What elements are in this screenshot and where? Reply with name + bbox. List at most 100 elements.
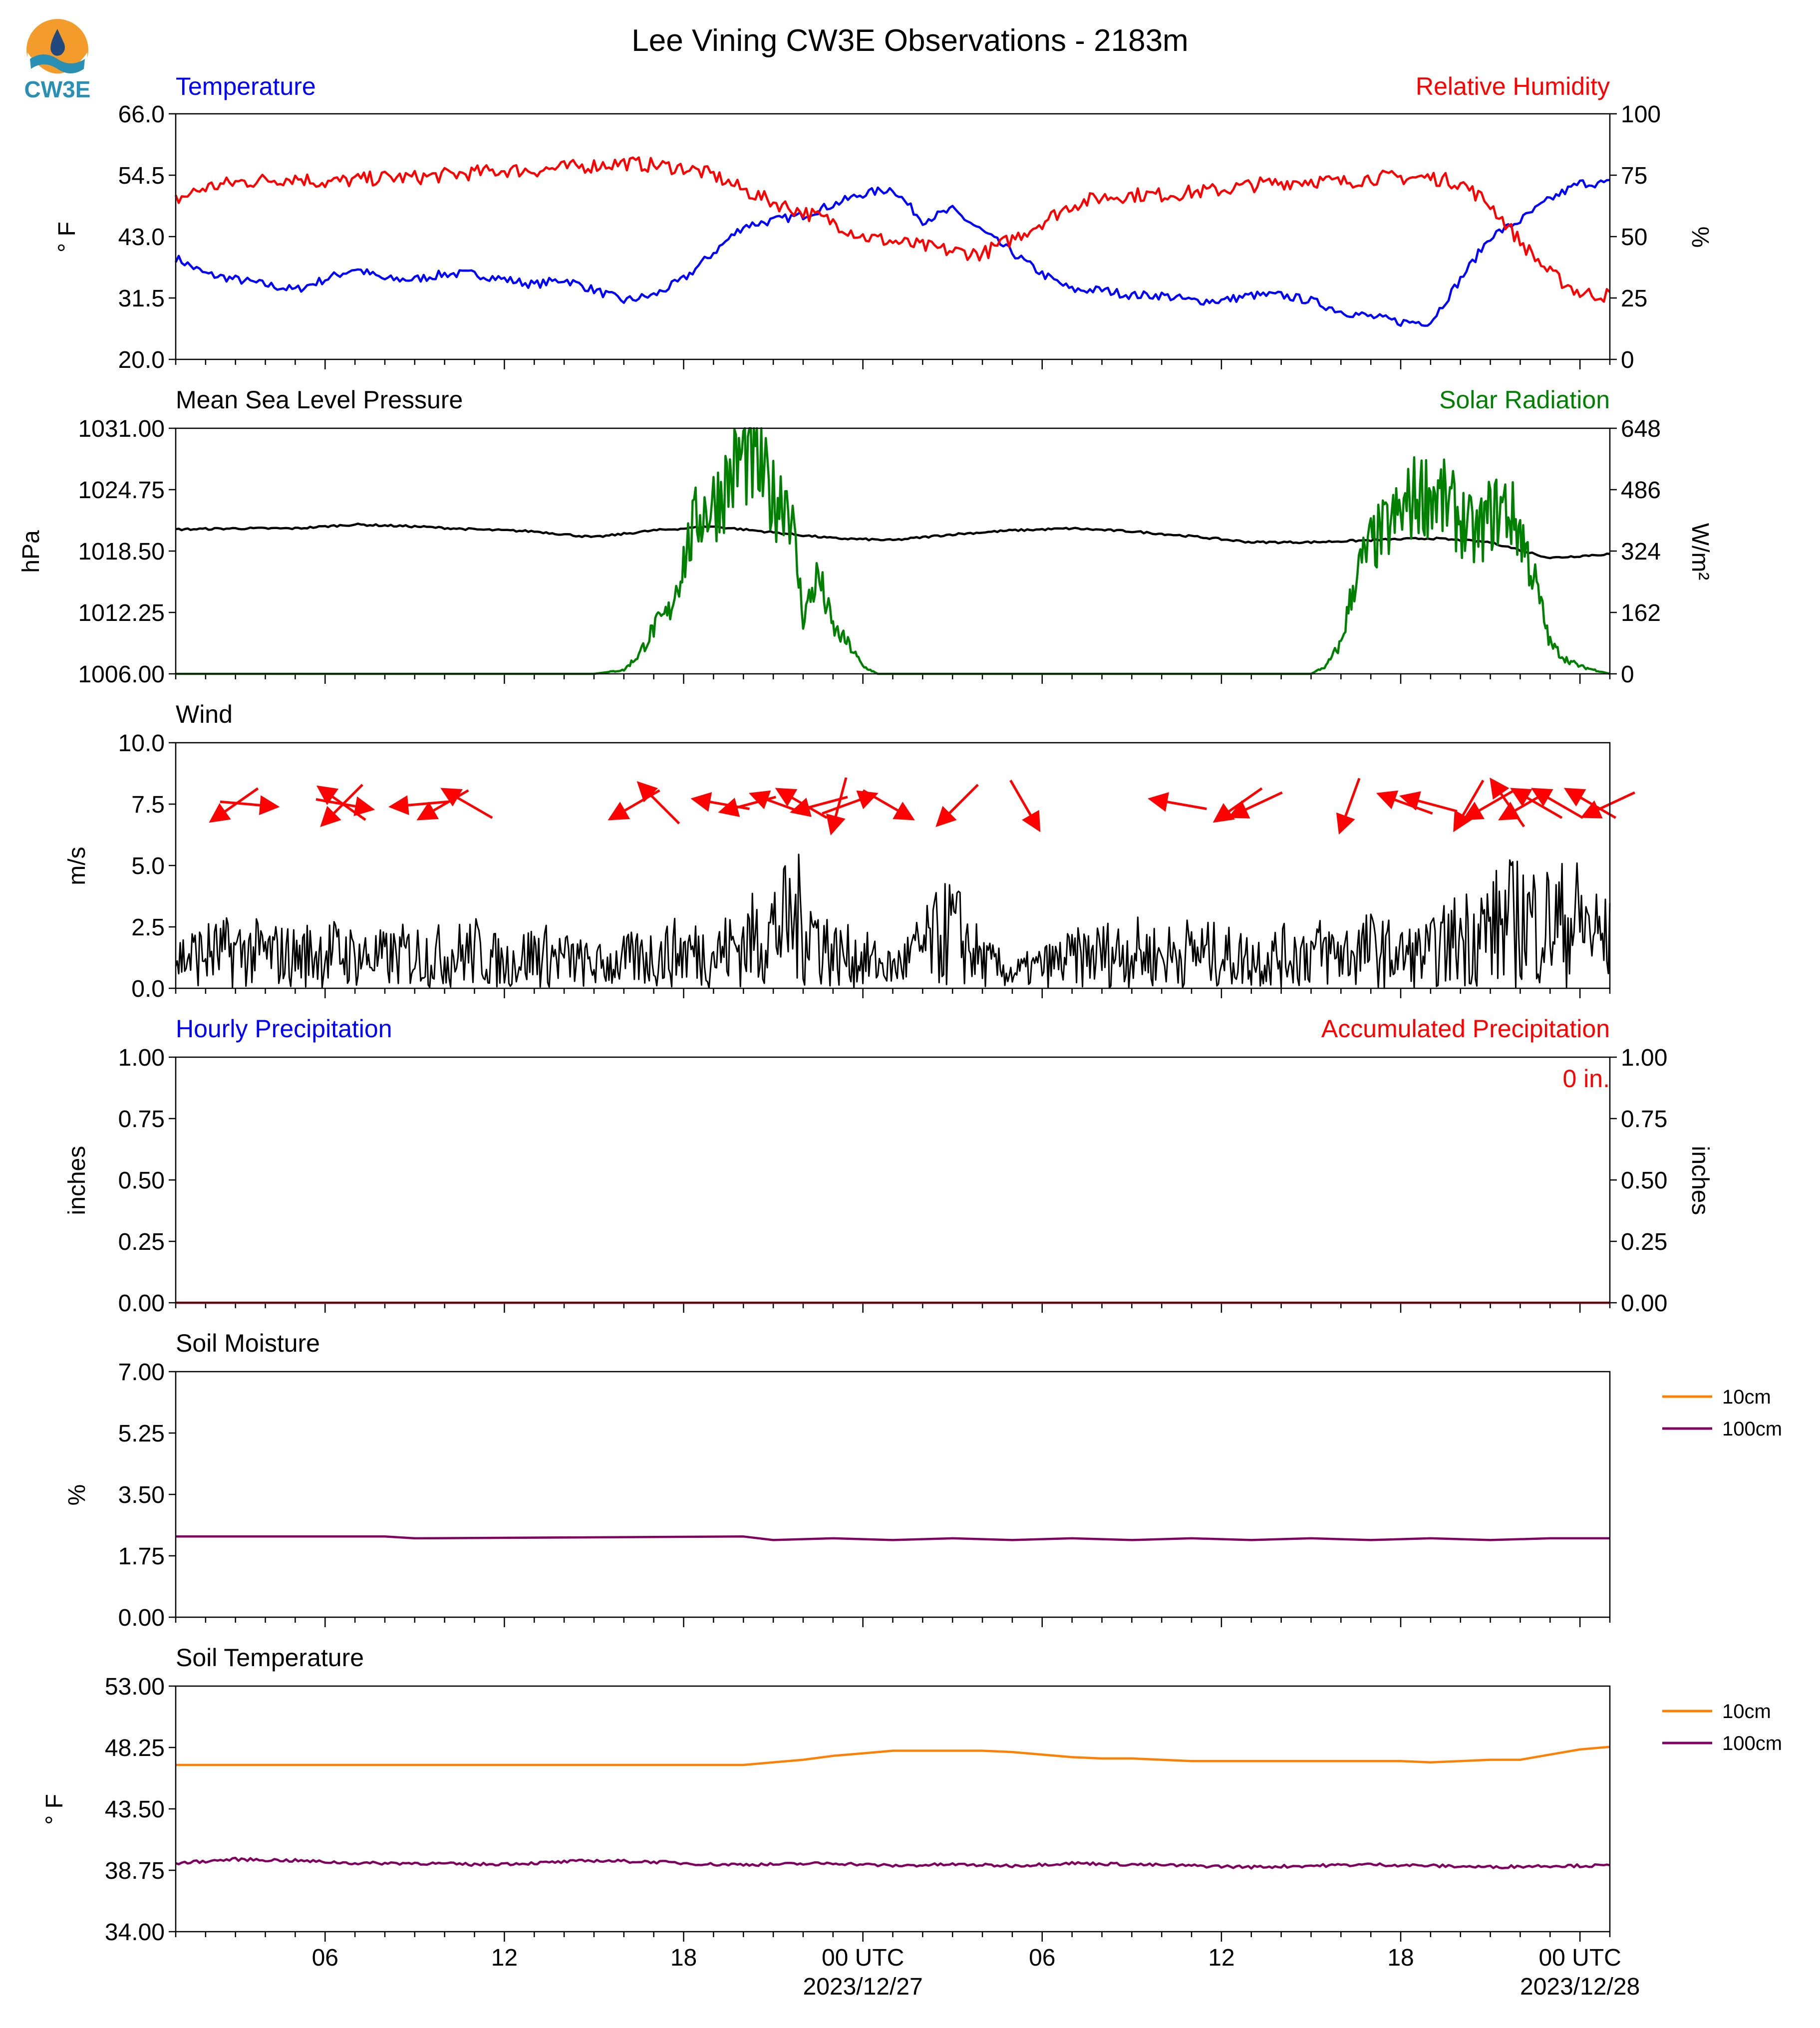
panel-soil-moisture: Soil Moisture % 0.00 1.75 3.50 5.25 7.00 10c… bbox=[64, 1329, 1782, 1631]
humidity-title: Relative Humidity bbox=[1416, 72, 1610, 100]
soil-moisture-y-tick-label: 7.00 bbox=[118, 1359, 165, 1386]
panel-soil-temperature: Soil Temperature ° F 34.00 38.75 43.50 48.2… bbox=[41, 1644, 1782, 1946]
soil-moisture-legend-10cm: 10cm bbox=[1722, 1386, 1771, 1408]
hourly-precipitation-y2-tick-label: 0.50 bbox=[1621, 1167, 1667, 1194]
soil-moisture-legend-100cm: 100cm bbox=[1722, 1418, 1782, 1440]
hourly-precipitation-y2-tick-label: 1.00 bbox=[1621, 1045, 1667, 1071]
temperature-y2-tick-label: 100 bbox=[1621, 101, 1661, 128]
mean-sea-level-pressure-y2-tick-label: 648 bbox=[1621, 416, 1661, 442]
x-tick-label: 12 bbox=[1208, 1945, 1234, 1971]
wind-direction-arrow bbox=[1227, 791, 1283, 819]
temperature-title: Temperature bbox=[176, 72, 316, 100]
time-axis-labels: 06 12 18 00 UTC 2023/12/27 06 12 18 00 UTC 2023/1… bbox=[312, 1945, 1640, 2000]
soil-temperature-title: Soil Temperature bbox=[176, 1644, 364, 1672]
x-tick-label: 06 bbox=[312, 1945, 338, 1971]
wind-y-tick-label: 0.0 bbox=[131, 976, 165, 1002]
wind-y-tick-label: 2.5 bbox=[131, 914, 165, 941]
x-tick-label: 00 UTC bbox=[1538, 1945, 1621, 1971]
soil-moisture-ylabel: % bbox=[64, 1484, 90, 1506]
temperature-y-tick-label: 43.0 bbox=[118, 224, 165, 251]
soil-temperature-series-100cm bbox=[175, 1856, 1610, 1870]
wind-direction-arrow bbox=[1530, 788, 1584, 819]
x-tick-label: 06 bbox=[1029, 1945, 1055, 1971]
temperature-y-tick-label: 66.0 bbox=[118, 101, 165, 128]
precip-ylabel: inches bbox=[64, 1146, 90, 1215]
temperature-plot-frame bbox=[175, 113, 1611, 360]
soil-moisture-marks: 0.00 1.75 3.50 5.25 7.00 bbox=[118, 1359, 1611, 1631]
mean-sea-level-pressure-y-tick-label: 1012.25 bbox=[78, 600, 165, 626]
temperature-series-relative-humidity bbox=[174, 156, 1611, 303]
soil-moisture-y-tick-label: 0.00 bbox=[118, 1605, 165, 1631]
accum-precip-ylabel: inches bbox=[1687, 1146, 1713, 1215]
temperature-y2-tick-label: 75 bbox=[1621, 163, 1647, 189]
mean-sea-level-pressure-y-tick-label: 1018.50 bbox=[78, 539, 165, 565]
panel-pressure: Mean Sea Level Pressure Solar Radiation … bbox=[18, 386, 1713, 688]
wind-direction-arrow bbox=[822, 790, 879, 815]
wind-direction-arrow bbox=[826, 777, 848, 836]
wind-direction-arrow bbox=[1009, 780, 1041, 833]
soil-temperature-y-tick-label: 34.00 bbox=[105, 1919, 165, 1946]
soil-temperature-y-tick-label: 53.00 bbox=[105, 1674, 165, 1700]
soil-temperature-legend-10cm: 10cm bbox=[1722, 1701, 1771, 1723]
hourly-precipitation-y-tick-label: 1.00 bbox=[118, 1045, 165, 1071]
mean-sea-level-pressure-y-tick-label: 1031.00 bbox=[78, 416, 165, 442]
temperature-y-tick-label: 54.5 bbox=[118, 163, 165, 189]
soil-moisture-plot-frame bbox=[175, 1371, 1611, 1618]
soil-moisture-y-tick-label: 1.75 bbox=[118, 1543, 165, 1570]
logo-wave-mask-icon bbox=[27, 52, 87, 82]
panel-temperature: Temperature Relative Humidity ° F % 20.0… bbox=[54, 72, 1713, 373]
cw3e-logo: CW3E bbox=[24, 19, 90, 102]
x-tick-date-label: 2023/12/27 bbox=[803, 1974, 923, 2000]
x-tick-label: 00 UTC bbox=[822, 1945, 904, 1971]
hourly-precipitation-y2-tick-label: 0.00 bbox=[1621, 1290, 1667, 1317]
hourly-precipitation-y2-tick-label: 0.75 bbox=[1621, 1106, 1667, 1133]
soil-moisture-y-tick-label: 5.25 bbox=[118, 1421, 165, 1447]
wind-marks: 0.0 2.5 5.0 7.5 10.0 bbox=[118, 730, 1635, 1002]
wind-direction-arrow bbox=[935, 784, 979, 827]
temperature-y-tick-label: 20.0 bbox=[118, 347, 165, 373]
figure-title: Lee Vining CW3E Observations - 2183m bbox=[631, 23, 1188, 58]
wind-direction-arrow bbox=[862, 789, 915, 821]
soil-moisture-series-100cm bbox=[176, 1535, 1610, 1541]
solar-title: Solar Radiation bbox=[1439, 386, 1610, 414]
wind-y-tick-label: 10.0 bbox=[118, 730, 165, 757]
wind-y-tick-label: 7.5 bbox=[131, 792, 165, 818]
x-tick-label: 18 bbox=[1387, 1945, 1414, 1971]
hourly-precipitation-y2-tick-label: 0.25 bbox=[1621, 1229, 1667, 1255]
soil-temperature-marks: 34.00 38.75 43.50 48.25 53.00 bbox=[105, 1674, 1611, 1946]
humidity-ylabel: % bbox=[1687, 227, 1713, 248]
hourly-precipitation-y-tick-label: 0.00 bbox=[118, 1290, 165, 1317]
soil-temperature-series-10cm bbox=[176, 1745, 1610, 1766]
wind-direction-arrow bbox=[636, 781, 680, 825]
hourly-precipitation-y-tick-label: 0.75 bbox=[118, 1106, 165, 1133]
wind-plot-frame bbox=[175, 742, 1611, 989]
precip-plot-frame bbox=[175, 1056, 1611, 1304]
wind-ylabel: m/s bbox=[64, 847, 90, 885]
temperature-y2-tick-label: 50 bbox=[1621, 224, 1647, 251]
wind-direction-arrow bbox=[1399, 791, 1458, 813]
panel-wind: Wind m/s 0.0 2.5 5.0 7.5 10.0 bbox=[64, 700, 1635, 1002]
soil-temperature-ylabel: ° F bbox=[41, 1794, 68, 1825]
wind-series-wind-speed bbox=[175, 854, 1611, 989]
soil-temperature-legend: 10cm 100cm bbox=[1662, 1701, 1782, 1754]
logo-drop-icon bbox=[50, 29, 65, 56]
x-tick-date-label: 2023/12/28 bbox=[1520, 1974, 1640, 2000]
soil-moisture-y-tick-label: 3.50 bbox=[118, 1482, 165, 1508]
soil-temperature-legend-100cm: 100cm bbox=[1722, 1733, 1782, 1754]
accum-precip-title: Accumulated Precipitation bbox=[1321, 1015, 1610, 1043]
hourly-precip-title: Hourly Precipitation bbox=[176, 1015, 392, 1043]
mean-sea-level-pressure-y2-tick-label: 0 bbox=[1621, 661, 1634, 688]
logo-wave-icon bbox=[30, 54, 85, 73]
temperature-marks: 20.0 31.5 43.0 54.5 66.0 0 25 50 75 100 bbox=[118, 101, 1661, 373]
soil-temperature-y-tick-label: 48.25 bbox=[105, 1735, 165, 1761]
soil-temperature-plot-frame bbox=[175, 1685, 1611, 1933]
hourly-precipitation-y-tick-label: 0.25 bbox=[118, 1229, 165, 1255]
mean-sea-level-pressure-y2-tick-label: 162 bbox=[1621, 600, 1661, 626]
wind-direction-arrow bbox=[440, 788, 493, 819]
pressure-plot-frame bbox=[175, 427, 1611, 675]
temperature-y2-tick-label: 0 bbox=[1621, 347, 1634, 373]
soil-temperature-y-tick-label: 43.50 bbox=[105, 1796, 165, 1823]
mean-sea-level-pressure-y2-tick-label: 486 bbox=[1621, 477, 1661, 504]
solar-ylabel: W/m² bbox=[1687, 523, 1713, 580]
